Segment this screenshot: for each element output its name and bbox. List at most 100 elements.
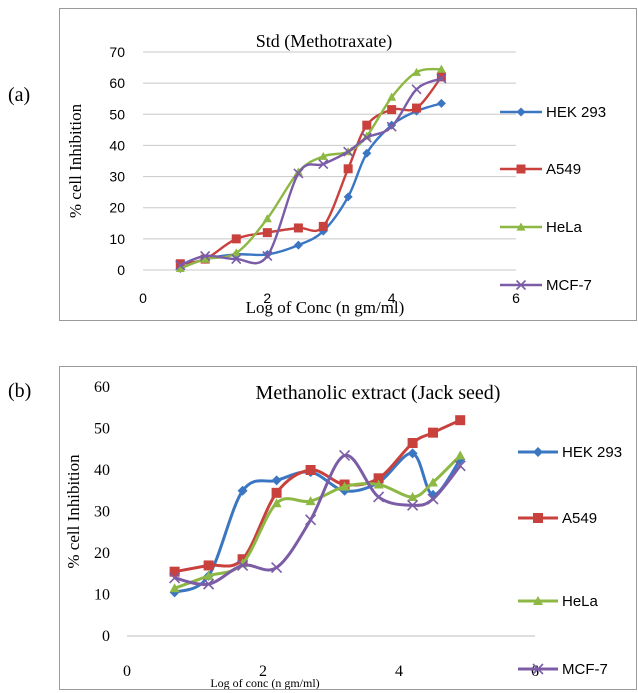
chart-b-point-mcf-7	[373, 491, 385, 503]
chart-b-point-hek-293	[271, 475, 282, 486]
chart-a-ytick-label: 0	[117, 262, 125, 278]
chart-b-point-a549	[428, 427, 438, 438]
chart-a-xtick-label: 0	[139, 290, 147, 306]
chart-a-point-mcf-7	[361, 132, 372, 143]
chart-b-point-a549	[455, 415, 466, 426]
chart-a-ytick-label: 40	[109, 137, 125, 153]
chart-b-xtick-label: 4	[395, 663, 403, 680]
chart-a-series-line-mcf-7	[179, 77, 442, 267]
chart-b-legend-label-mcf-7: MCF-7	[562, 661, 608, 678]
chart-a-point-hela	[175, 263, 185, 273]
chart-a-ytick-label: 60	[109, 75, 125, 91]
chart-b-point-hek-293	[407, 448, 418, 459]
chart-b-ytick-label: 40	[94, 462, 110, 479]
chart-b-point-hela	[339, 481, 350, 491]
chart-b-point-a549	[373, 473, 384, 484]
chart-a-point-mcf-7	[411, 84, 422, 95]
chart-b-point-mcf-7	[169, 572, 181, 584]
chart-a-point-a549	[343, 164, 353, 174]
chart-a-point-mcf-7	[318, 159, 329, 170]
chart-b-point-mcf-7	[203, 578, 215, 590]
chart-b-ytick-label: 10	[94, 587, 110, 604]
chart-a-point-a549	[318, 221, 328, 231]
chart-a-point-mcf-7	[262, 250, 273, 262]
chart-b-point-hela	[407, 491, 418, 501]
chart-a-legend-label-hela: HeLa	[546, 219, 583, 236]
chart-panel-methotrexate: 0 10 20 30 40 50 60 70 0 2 4 6 Std (Methotraxate) Log…	[59, 8, 637, 321]
chart-b-xtick-label: 2	[259, 663, 267, 680]
chart-a-legend-marker-hela	[516, 222, 526, 231]
chart-a-ytick-label: 70	[109, 44, 125, 60]
chart-a-point-hek-293	[436, 98, 446, 108]
chart-b-legend-label-a549: A549	[562, 510, 597, 527]
chart-a-series-line-a549	[180, 76, 443, 265]
chart-a-xtick-label: 4	[388, 290, 396, 306]
chart-b-series-line-hek-293	[173, 451, 462, 594]
chart-a-y-axis-label: % cell Inhibition	[66, 103, 85, 218]
chart-b-point-hela	[428, 477, 438, 487]
chart-b-point-mcf-7	[237, 559, 249, 572]
chart-a-ytick-label: 10	[109, 231, 125, 247]
chart-b-point-mcf-7	[339, 449, 351, 462]
chart-a-x-axis-label: Log of Conc (n gm/ml)	[246, 298, 405, 317]
chart-a-point-mcf-7	[231, 254, 242, 265]
chart-b-legend-label-hela: HeLa	[562, 593, 599, 610]
chart-b-point-hela	[169, 583, 180, 593]
chart-b-point-a549	[169, 566, 180, 577]
chart-a-point-mcf-7	[436, 73, 447, 84]
chart-panel-jack-seed: 01020304050600246Methanolic extract (Jac…	[59, 366, 637, 690]
chart-a-title: Std (Methotraxate)	[256, 31, 392, 52]
chart-b-point-mcf-7	[454, 460, 466, 472]
chart-a-point-hela	[412, 67, 422, 76]
chart-b-point-hek-293	[169, 587, 180, 598]
chart-b-point-mcf-7	[305, 514, 317, 526]
chart-a-xtick-label: 2	[263, 290, 271, 306]
chart-a-legend-marker-a549	[516, 164, 526, 174]
chart-b-title: Methanolic extract (Jack seed)	[256, 382, 501, 404]
chart-b-point-mcf-7	[407, 499, 419, 511]
chart-b-point-a549	[271, 487, 282, 498]
chart-a-point-a549	[175, 259, 185, 269]
chart-a-point-mcf-7	[200, 250, 211, 262]
chart-b-point-hela	[305, 496, 316, 506]
chart-b-point-mcf-7	[427, 493, 439, 505]
chart-b-point-a549	[407, 438, 418, 449]
chart-b-y-axis-label: % cell Inhibition	[64, 454, 83, 569]
chart-a-legend-label-hek-293: HEK 293	[546, 104, 606, 121]
chart-a-ytick-label: 50	[109, 106, 125, 122]
chart-a-point-hela	[387, 92, 397, 101]
chart-a-legend-marker-hek-293	[516, 107, 526, 117]
chart-svg-jack-seed: 01020304050600246Methanolic extract (Jac…	[64, 379, 622, 689]
chart-a-point-hela	[200, 254, 210, 263]
chart-a-point-a549	[387, 105, 397, 115]
chart-a-point-a549	[436, 72, 446, 82]
chart-a-point-hek-293	[293, 240, 303, 250]
chart-a-point-mcf-7	[386, 121, 397, 132]
chart-a-point-hela	[262, 214, 272, 223]
chart-b-ytick-label: 20	[94, 545, 110, 562]
chart-a-ytick-label: 30	[109, 169, 125, 185]
chart-a-point-hek-293	[362, 148, 372, 158]
chart-b-legend-marker-a549	[533, 513, 543, 523]
chart-b-xtick-label: 0	[123, 663, 131, 680]
chart-b-point-hela	[271, 498, 282, 508]
chart-b-ytick-label: 30	[94, 504, 110, 521]
chart-svg-methotrexate: 0 10 20 30 40 50 60 70 0 2 4 6 Std (Methotraxate) Log…	[66, 31, 606, 317]
chart-a-point-hela	[318, 151, 328, 160]
chart-a-point-mcf-7	[343, 146, 354, 157]
chart-b-legend-label-hek-293: HEK 293	[562, 444, 622, 461]
chart-b-ytick-label: 0	[102, 628, 110, 645]
chart-a-xtick-label: 6	[512, 290, 520, 306]
chart-b-legend-marker-mcf-7	[532, 663, 544, 675]
chart-b-ytick-label: 50	[94, 421, 110, 438]
chart-a-point-a549	[362, 120, 372, 130]
chart-a-point-hela	[231, 248, 241, 257]
chart-a-point-a549	[262, 228, 272, 238]
chart-b-point-hela	[203, 570, 214, 580]
chart-b-legend-marker-hela	[533, 596, 543, 605]
chart-a-legend-marker-mcf-7	[515, 279, 527, 291]
chart-a-point-a549	[293, 223, 303, 233]
chart-a-point-a549	[412, 103, 422, 113]
chart-a-point-hela	[436, 64, 446, 73]
chart-a-point-mcf-7	[175, 260, 186, 271]
